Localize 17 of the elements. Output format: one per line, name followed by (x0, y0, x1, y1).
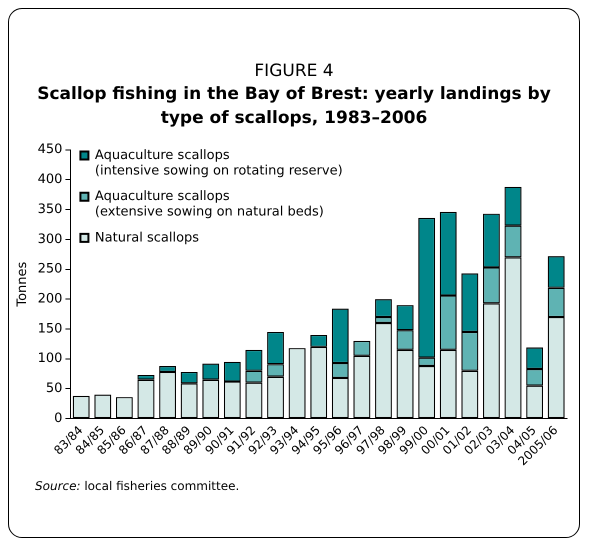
y-tick-label: 50 (46, 380, 62, 396)
y-tick-label: 350 (38, 201, 62, 216)
y-tick-label: 100 (38, 350, 62, 366)
y-tick-label: 250 (38, 261, 62, 276)
chart-title: FIGURE 4 (253, 61, 335, 81)
y-tick-label: 400 (38, 172, 62, 187)
source-note: Source: local fisheries committee. (35, 478, 240, 493)
legend-label: Aquaculture scallops (intensive sowing on rotating reserve) (94, 147, 343, 178)
y-axis-title: Tonnes (15, 261, 30, 308)
y-tick-label: 150 (38, 320, 62, 336)
legend-label: Natural scallops (94, 230, 200, 245)
y-tick-label: 0 (54, 410, 62, 426)
y-tick-label: 200 (38, 291, 62, 306)
chart-subtitle: Scallop fishing in the Bay of Brest: yearly landings by type of scallops, 1983–2006 (36, 83, 552, 130)
y-tick-label: 450 (38, 142, 62, 157)
legend-label: Aquaculture scallops (extensive sowing on natural beds) (94, 188, 324, 220)
y-tick-label: 300 (38, 231, 62, 246)
